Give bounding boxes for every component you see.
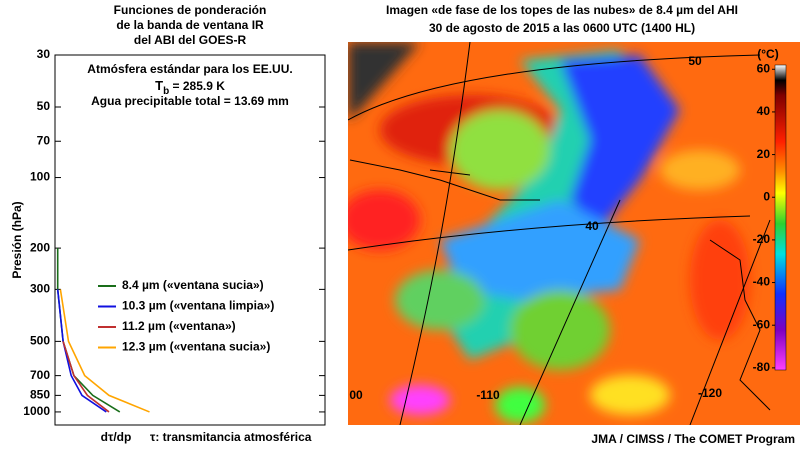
credit: JMA / CIMSS / The COMET Program — [591, 432, 795, 446]
tb-symbol: T — [155, 78, 163, 93]
colorbar-tick-label: 40 — [757, 104, 771, 118]
title-line: Imagen «de fase de los topes de las nube… — [386, 3, 738, 17]
grid-label: 50 — [688, 54, 702, 68]
image-labels: (°C) 50 40 00 -110 -120 60 40 20 0 -20 -40 -60… — [349, 47, 778, 402]
title-line: 30 de agosto de 2015 a las 0600 UTC (140… — [429, 21, 695, 35]
colorbar-tick-label: 20 — [757, 147, 771, 161]
colorbar-tick-label: -80 — [753, 360, 771, 374]
x-note: τ: transmitancia atmosférica — [150, 430, 312, 444]
x-axis-label: dτ/dp — [101, 430, 132, 444]
colorbar-tick-label: -60 — [753, 317, 771, 331]
grid-label: 00 — [349, 388, 363, 402]
colorbar-tick-label: -20 — [753, 232, 771, 246]
annotation: Atmósfera estándar para los EE.UU. — [87, 62, 292, 76]
satellite-image — [348, 42, 800, 425]
colorbar-tick-label: 60 — [757, 61, 771, 75]
colorbar-tick-label: 0 — [763, 189, 770, 203]
y-tick-label: 50 — [37, 99, 51, 113]
annotation: Agua precipitable total = 13.69 mm — [91, 94, 289, 108]
colorbar — [774, 64, 787, 371]
legend-label: 11.2 µm («ventana») — [122, 319, 236, 333]
y-axis-label: Presión (hPa) — [10, 201, 24, 278]
y-tick-label: 30 — [37, 47, 51, 61]
title: Funciones de ponderación de la banda de … — [114, 3, 267, 47]
y-tick-label: 1000 — [23, 404, 50, 418]
legend-label: 12.3 µm («ventana sucia») — [122, 340, 270, 354]
plot-frame — [54, 54, 326, 426]
legend-label: 10.3 µm («ventana limpia») — [122, 299, 274, 313]
series-line — [62, 341, 110, 413]
series-line — [59, 289, 150, 413]
y-tick-label: 300 — [30, 282, 50, 296]
grid-label: -110 — [476, 388, 500, 402]
y-tick-label: 850 — [30, 388, 50, 402]
title-line: de la banda de ventana IR — [116, 18, 264, 32]
y-tick-label: 200 — [30, 240, 50, 254]
annotations: Atmósfera estándar para los EE.UU. Tb = … — [87, 62, 292, 108]
title-line: Funciones de ponderación — [114, 3, 267, 17]
legend-label: 8.4 µm («ventana sucia») — [122, 278, 264, 292]
chart: 30 50 70 100 200 300 500 700 850 1000 8.4 µm («ven… — [23, 47, 325, 418]
tb-subscript: b — [163, 86, 169, 97]
grid-label: 40 — [585, 219, 599, 233]
annotation: Tb = 285.9 K — [155, 78, 225, 96]
y-tick-label: 700 — [30, 368, 50, 382]
y-tick-label: 500 — [30, 334, 50, 348]
y-tick-label: 70 — [37, 133, 51, 147]
series-line — [56, 289, 107, 413]
title-line: del ABI del GOES-R — [134, 33, 247, 47]
colorbar-tick-label: -40 — [753, 275, 771, 289]
image-title: Imagen «de fase de los topes de las nube… — [386, 3, 738, 35]
y-tick-label: 100 — [30, 170, 50, 184]
grid-label: -120 — [698, 386, 722, 400]
colorbar-label: (°C) — [757, 47, 778, 61]
tb-text: = 285.9 K — [169, 79, 225, 93]
